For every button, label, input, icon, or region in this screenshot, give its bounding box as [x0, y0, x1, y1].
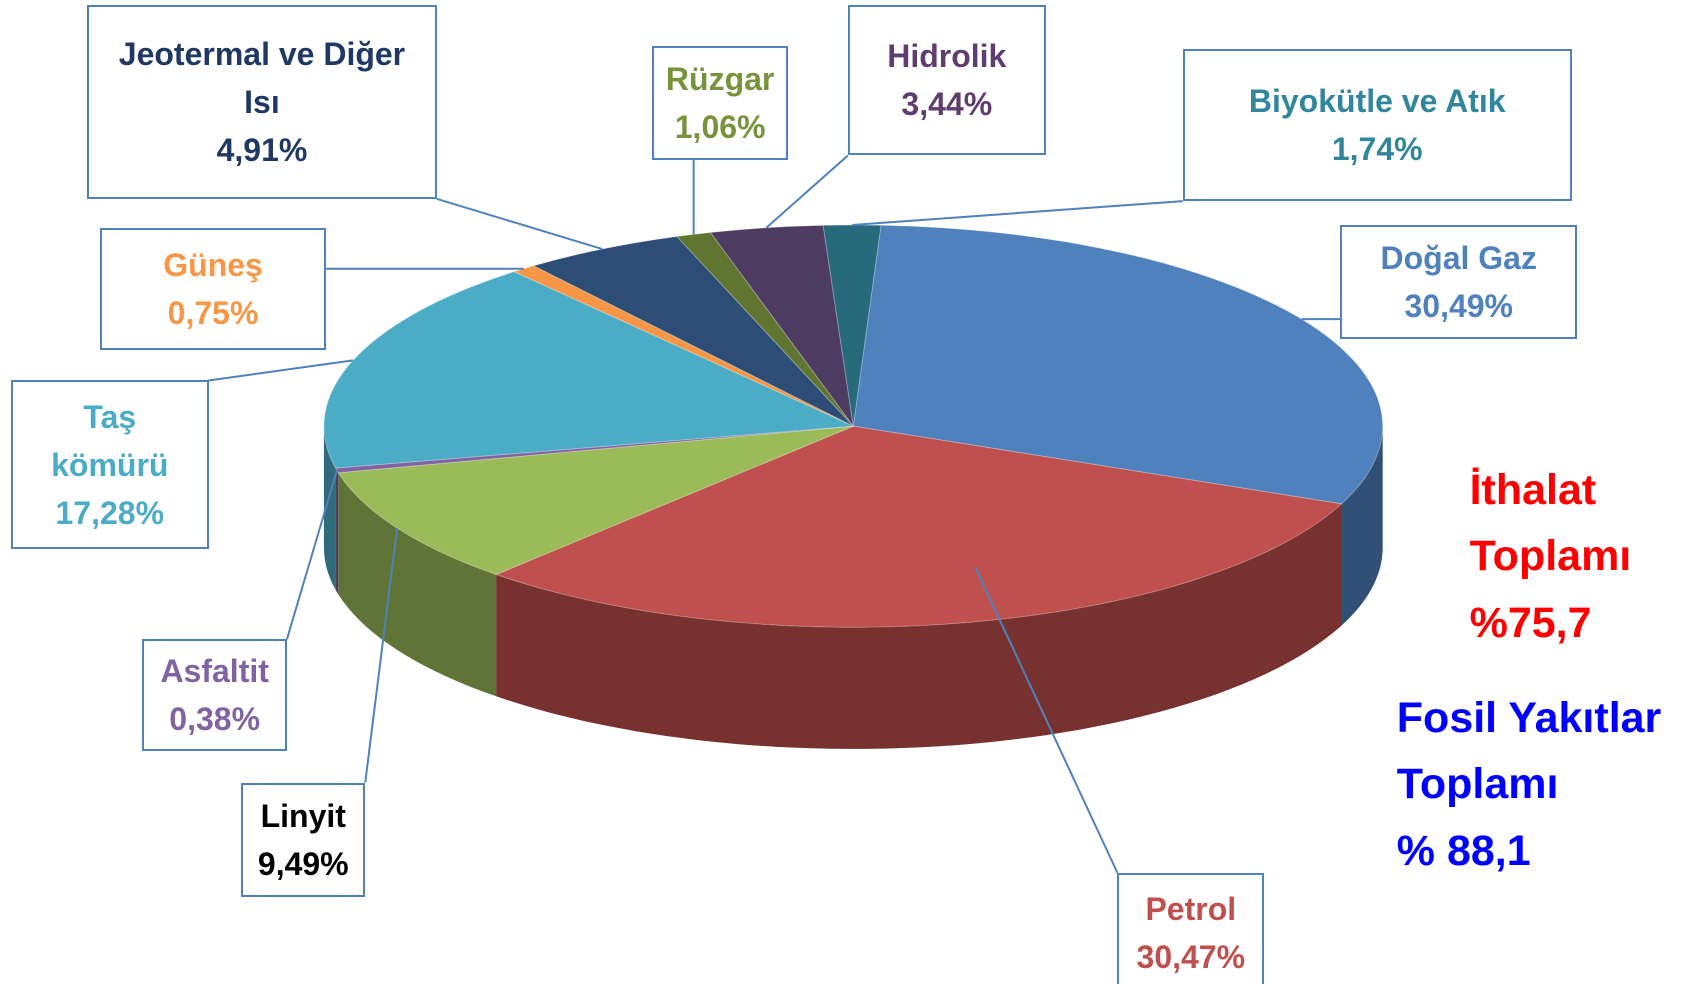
annotation-line: Toplamı: [1469, 532, 1632, 581]
label-value: 17,28%: [55, 494, 165, 531]
annotation: Fosil Yakıtlar Toplamı % 88,1: [1397, 685, 1662, 885]
data-label: Doğal Gaz 30,49%: [1340, 225, 1578, 340]
data-label: Hidrolik 3,44%: [847, 5, 1046, 156]
slice-side: [338, 472, 497, 697]
label-name: Linyit: [260, 797, 346, 834]
label-value: 0,38%: [169, 701, 261, 738]
slice-side: [496, 503, 1342, 749]
leader-line: [974, 566, 1119, 874]
slice: [852, 224, 1384, 505]
data-label: Güneş 0,75%: [100, 228, 327, 350]
label-value: 1,74%: [1331, 130, 1423, 167]
label-value: 3,44%: [901, 86, 993, 123]
label-name: Hidrolik: [887, 38, 1007, 75]
annotation-line: Fosil Yakıtlar: [1396, 693, 1662, 742]
leader-line: [852, 200, 1183, 227]
label-name: Biyokütle ve Atık: [1248, 82, 1506, 119]
slice-side: [323, 426, 336, 590]
label-name: Taş kömürü: [51, 398, 169, 483]
label-value: 30,47%: [1136, 938, 1246, 975]
label-value: 30,49%: [1404, 288, 1513, 325]
data-label: Petrol 30,47%: [1117, 872, 1265, 984]
label-name: Güneş: [163, 247, 263, 284]
data-label: Asfaltit 0,38%: [142, 639, 287, 752]
data-label: Biyokütle ve Atık 1,74%: [1182, 48, 1572, 202]
slice: [822, 224, 882, 427]
label-value: 0,75%: [167, 295, 259, 332]
leader-line: [364, 527, 399, 783]
slice: [532, 235, 854, 427]
label-name: Asfaltit: [160, 653, 269, 690]
slice: [494, 425, 1343, 628]
label-name: Jeotermal ve Diğer Isı: [118, 36, 406, 121]
leader-line: [436, 197, 603, 250]
data-label: Linyit 9,49%: [241, 782, 366, 897]
label-name: Doğal Gaz: [1380, 240, 1537, 277]
annotation-line: Toplamı: [1396, 760, 1559, 809]
data-label: Jeotermal ve Diğer Isı 4,91%: [86, 5, 437, 199]
data-label: Taş kömürü 17,28%: [10, 380, 209, 549]
annotation-line: % 88,1: [1396, 827, 1531, 876]
slice: [337, 425, 854, 576]
leader-line: [208, 359, 354, 382]
slice-side: [335, 468, 339, 595]
label-value: 1,06%: [674, 108, 766, 145]
label-value: 4,91%: [216, 132, 308, 169]
annotation-line: %75,7: [1469, 598, 1592, 647]
leader-line: [286, 470, 338, 640]
label-name: Petrol: [1145, 890, 1237, 927]
label-name: Rüzgar: [665, 60, 775, 97]
leader-line: [765, 154, 849, 229]
annotation-line: İthalat: [1469, 465, 1597, 514]
annotation: İthalat Toplamı %75,7: [1470, 457, 1632, 657]
slice-side: [1341, 426, 1383, 626]
label-value: 9,49%: [257, 845, 349, 882]
data-label: Rüzgar 1,06%: [652, 45, 789, 160]
